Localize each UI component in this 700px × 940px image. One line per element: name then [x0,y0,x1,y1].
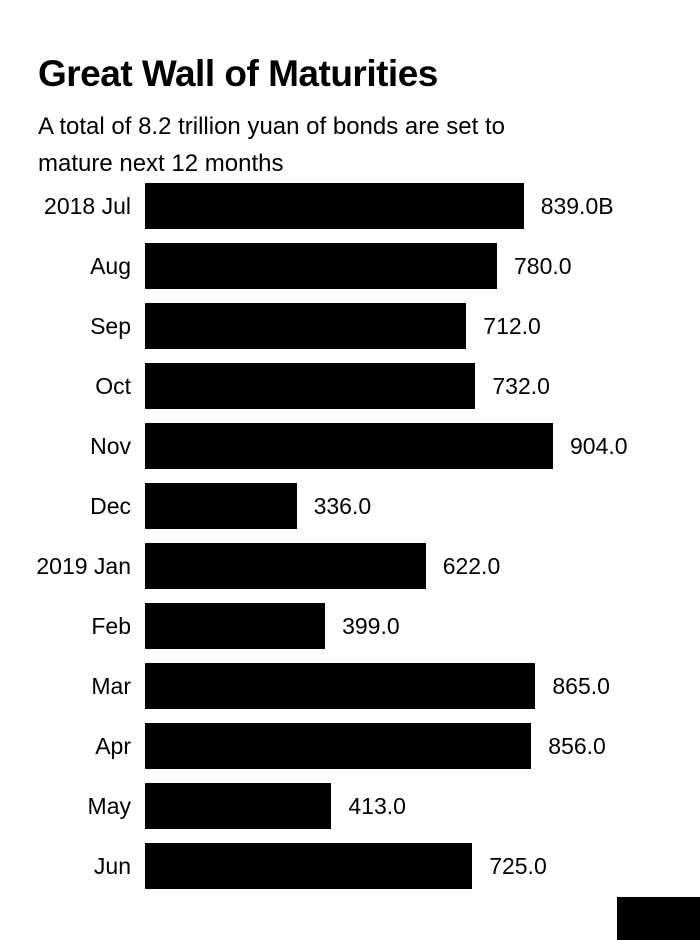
bar-row: Oct 732.0 [0,356,700,416]
bar-row: Aug 780.0 [0,236,700,296]
bar [145,663,536,709]
bar [145,243,497,289]
bar [145,183,524,229]
category-label: Sep [90,312,131,339]
category-label: Mar [91,672,131,699]
value-label: 712.0 [483,312,541,339]
bar-row: Jun 725.0 [0,836,700,896]
category-label: Dec [90,492,131,519]
chart-subtitle: A total of 8.2 trillion yuan of bonds ar… [38,113,505,177]
value-label: 336.0 [313,492,372,519]
bar-row: Apr 856.0 [0,716,700,776]
value-label: 780.0 [514,252,572,279]
value-label: 856.0 [548,732,606,759]
bar [145,603,326,649]
category-label: Feb [91,612,131,639]
bar-row: 2018 Jul 839.0B [0,176,700,236]
value-label: 839.0B [540,192,614,219]
bar-chart: 2018 Jul 839.0B Aug 780.0 Sep 712.0 Oct … [0,176,700,896]
value-label: 399.0 [342,612,400,639]
value-label: 413.0 [348,792,406,819]
category-label: Jun [93,852,131,879]
value-label: 622.0 [442,552,501,579]
value-label: 865.0 [552,672,610,699]
category-label: Aug [90,252,131,279]
chart-title: Great Wall of Maturities [38,52,438,94]
value-label: 904.0 [570,432,628,459]
bar [145,723,532,769]
bar [145,543,426,589]
category-label: Oct [95,372,131,399]
bar-row: Feb 399.0 [0,596,700,656]
bar [145,783,332,829]
category-label: 2019 Jan [36,552,131,579]
bar-row: 2019 Jan 622.0 [0,536,700,596]
bar-row: May 413.0 [0,776,700,836]
value-label: 725.0 [489,852,547,879]
bar [145,363,476,409]
category-label: Nov [90,432,131,459]
value-label: 732.0 [492,372,550,399]
category-label: Apr [95,732,131,759]
bar-row: Sep 712.0 [0,296,700,356]
category-label: 2018 Jul [44,192,131,219]
category-label: May [87,792,131,819]
bar [145,423,553,469]
bar [145,483,297,529]
bar-row: Mar 865.0 [0,656,700,716]
bar [145,303,467,349]
bar [145,843,473,889]
bar-row: Nov 904.0 [0,416,700,476]
cropped-bar-fragment [617,897,700,940]
bar-row: Dec 336.0 [0,476,700,536]
